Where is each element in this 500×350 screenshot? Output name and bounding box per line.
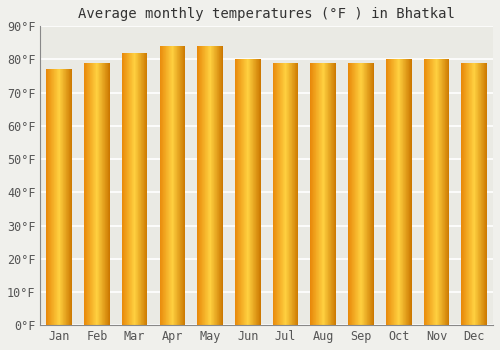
Bar (462, 63, 487, 325)
Bar (272, 63, 298, 325)
Bar (198, 46, 223, 325)
Bar (424, 60, 450, 325)
Bar (348, 63, 374, 325)
Bar (235, 60, 260, 325)
Bar (310, 63, 336, 325)
Bar (386, 60, 411, 325)
Bar (84, 63, 110, 325)
Bar (160, 46, 185, 325)
Title: Average monthly temperatures (°F ) in Bhatkal: Average monthly temperatures (°F ) in Bh… (78, 7, 455, 21)
Bar (46, 69, 72, 325)
Bar (122, 53, 148, 325)
